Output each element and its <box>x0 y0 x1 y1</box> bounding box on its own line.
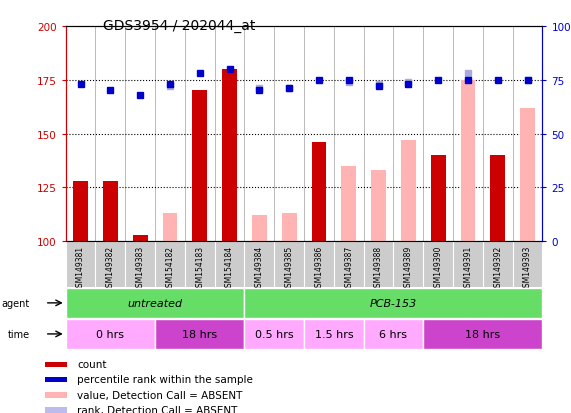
Text: GSM154182: GSM154182 <box>166 245 175 291</box>
Bar <box>423 319 542 349</box>
Bar <box>45 377 66 382</box>
Text: GSM149393: GSM149393 <box>523 245 532 292</box>
Bar <box>520 109 535 242</box>
Text: value, Detection Call = ABSENT: value, Detection Call = ABSENT <box>78 390 243 400</box>
Bar <box>244 319 304 349</box>
Text: GSM149390: GSM149390 <box>433 245 443 292</box>
Bar <box>423 27 453 242</box>
Text: GSM154184: GSM154184 <box>225 245 234 291</box>
Bar <box>401 141 416 242</box>
Text: GSM149383: GSM149383 <box>136 245 144 292</box>
Bar <box>45 392 66 398</box>
Text: 18 hrs: 18 hrs <box>465 329 500 339</box>
Text: GDS3954 / 202044_at: GDS3954 / 202044_at <box>103 19 255 33</box>
Text: untreated: untreated <box>127 298 183 308</box>
Bar <box>215 27 244 242</box>
Bar <box>45 408 66 413</box>
Bar <box>66 319 155 349</box>
Bar <box>222 70 237 242</box>
Text: GSM154183: GSM154183 <box>195 245 204 291</box>
Bar <box>393 27 423 242</box>
Text: 0.5 hrs: 0.5 hrs <box>255 329 293 339</box>
Bar <box>453 27 483 242</box>
Text: GSM149384: GSM149384 <box>255 245 264 292</box>
Text: GSM149382: GSM149382 <box>106 245 115 291</box>
Bar <box>95 27 125 242</box>
Bar <box>371 171 386 242</box>
Bar <box>274 27 304 242</box>
Bar <box>312 143 327 242</box>
Bar <box>364 27 393 242</box>
Text: agent: agent <box>2 298 30 308</box>
Text: GSM149385: GSM149385 <box>285 245 293 292</box>
Bar <box>155 27 185 242</box>
Text: GSM149389: GSM149389 <box>404 245 413 292</box>
Bar <box>73 181 88 242</box>
Text: 18 hrs: 18 hrs <box>182 329 218 339</box>
Text: GSM149381: GSM149381 <box>76 245 85 291</box>
Bar <box>304 27 334 242</box>
Text: GSM149387: GSM149387 <box>344 245 353 292</box>
Text: PCB-153: PCB-153 <box>370 298 417 308</box>
Bar <box>185 27 215 242</box>
Bar <box>244 288 542 318</box>
Text: GSM149391: GSM149391 <box>464 245 472 292</box>
Bar <box>163 214 178 242</box>
Text: time: time <box>8 329 30 339</box>
Text: 1.5 hrs: 1.5 hrs <box>315 329 353 339</box>
Bar <box>483 27 513 242</box>
Text: GSM149392: GSM149392 <box>493 245 502 292</box>
Bar <box>155 319 244 349</box>
Bar <box>304 319 364 349</box>
Text: 0 hrs: 0 hrs <box>96 329 124 339</box>
Bar <box>192 91 207 242</box>
Bar <box>45 362 66 367</box>
Bar <box>364 319 423 349</box>
Bar <box>132 235 148 242</box>
Bar <box>66 288 244 318</box>
Bar <box>282 214 296 242</box>
Bar <box>431 156 445 242</box>
Text: GSM149386: GSM149386 <box>315 245 323 292</box>
Text: count: count <box>78 359 107 369</box>
Text: 6 hrs: 6 hrs <box>380 329 408 339</box>
Bar <box>252 216 267 242</box>
Bar <box>460 81 476 242</box>
Bar <box>244 27 274 242</box>
Bar <box>513 27 542 242</box>
Bar <box>66 27 95 242</box>
Bar <box>125 27 155 242</box>
Text: percentile rank within the sample: percentile rank within the sample <box>78 375 254 385</box>
Text: rank, Detection Call = ABSENT: rank, Detection Call = ABSENT <box>78 405 238 413</box>
Bar <box>103 181 118 242</box>
Text: GSM149388: GSM149388 <box>374 245 383 291</box>
Bar <box>334 27 364 242</box>
Bar <box>490 156 505 242</box>
Bar <box>341 166 356 242</box>
